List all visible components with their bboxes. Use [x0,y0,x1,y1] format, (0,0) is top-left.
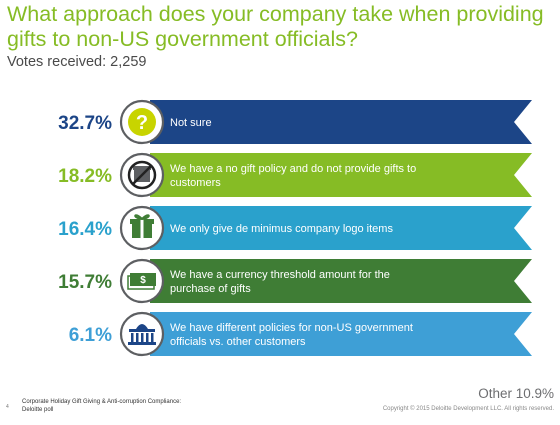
base [128,342,156,345]
ribbon-bar [150,206,532,250]
prohibit-slash [132,165,152,185]
ribbon-text-line-1: We have different policies for non-US go… [170,322,413,334]
ribbon-bar [150,100,532,144]
dollar-sign: $ [140,275,146,286]
votes-received: Votes received: 2,259 [7,54,147,70]
ribbon-text-line-1: We have a currency threshold amount for … [170,269,390,281]
ribbon-text-line-1: We have a no gift policy and do not prov… [170,163,416,175]
percent-label: 15.7% [58,272,112,293]
column [151,333,154,342]
prohibit-ring [127,160,157,190]
ribbon-text-line-2: officials vs. other customers [170,336,306,348]
percent-label: 32.7% [58,113,112,134]
ribbon-row: 6.1% We have different policies for non-U… [69,311,532,357]
ribbon-bar [150,259,532,303]
ribbon-text-line-1: Not sure [170,117,212,129]
money-icon: $ [127,273,156,290]
pediment [129,329,155,332]
gift-bow [134,214,150,221]
column [146,333,149,342]
other-percent: Other 10.9% [478,386,554,401]
ribbon-bar [150,153,532,197]
percent-label: 18.2% [58,166,112,187]
dome [136,324,148,329]
percent-label: 16.4% [58,219,112,240]
ribbon-text-line-2: purchase of gifts [170,283,251,295]
page-title: What approach does your company take whe… [7,2,544,51]
ribbon-text-line-1: We only give de minimus company logo ite… [170,223,393,235]
question-icon: ? [128,108,156,136]
question-disc [128,108,156,136]
gift-lid [133,166,151,170]
source-line-1: Corporate Holiday Gift Giving & Anti-cor… [22,399,182,405]
ribbon-row: 18.2% We have a no gift policy and do not… [58,152,532,198]
source-note: Corporate Holiday Gift Giving & Anti-cor… [22,398,181,414]
page-number: 4 [6,404,9,410]
column [136,333,139,342]
question-mark: ? [136,112,148,134]
gift-icon [130,214,154,238]
gift-ribbon [140,219,144,238]
ribbon-row: 16.4% We only give de minimus company log… [58,205,532,251]
column [131,333,134,342]
ribbon-row: $15.7% We have a currency threshold amoun… [58,258,532,304]
percent-label: 6.1% [69,325,112,346]
government-building-icon [128,324,156,345]
column [141,333,144,342]
ribbon-text-line-2: customers [170,177,221,189]
no-gift-icon [127,160,157,190]
bill-front [130,273,156,286]
ribbon-bar [150,312,532,356]
ribbon-row: ? 32.7% Not sure [58,99,532,145]
source-line-2: Deloitte poll [22,407,54,413]
copyright: Copyright © 2015 Deloitte Development LL… [382,406,554,412]
